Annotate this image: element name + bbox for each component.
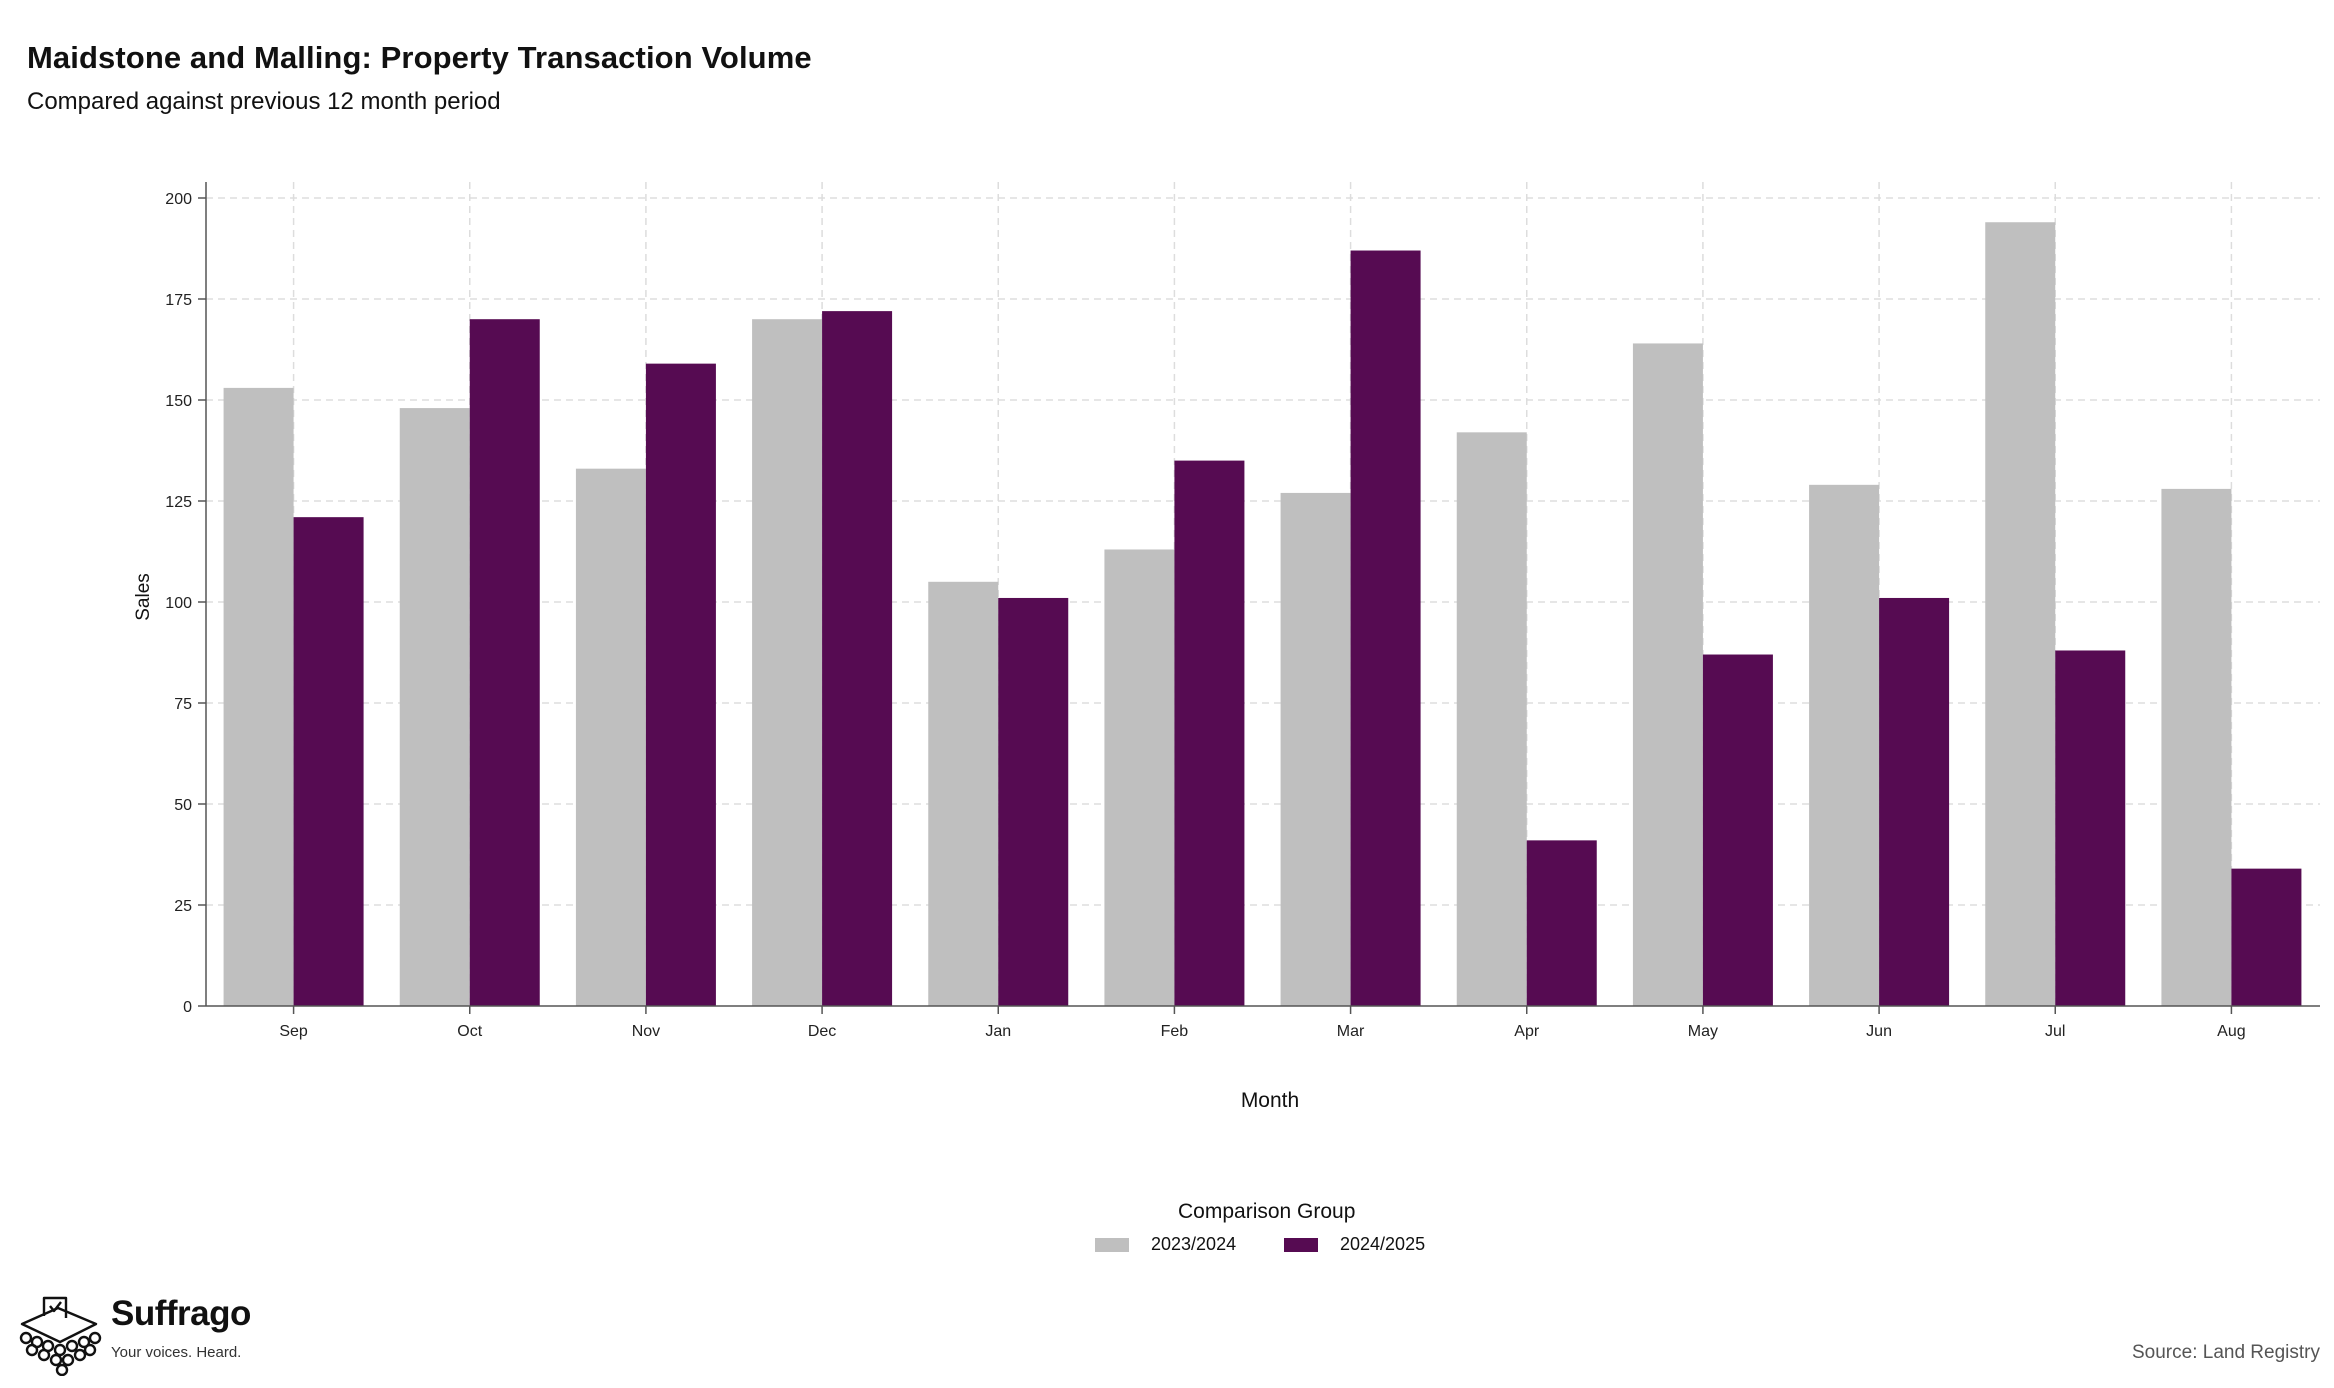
source-note: Source: Land Registry xyxy=(2132,1342,2320,1363)
x-tick-label: Sep xyxy=(279,1023,308,1040)
ballot-box-icon xyxy=(19,1296,102,1376)
x-tick-label: May xyxy=(1688,1023,1718,1040)
bar-2024-2025-oct xyxy=(469,319,540,1006)
y-tick-label: 150 xyxy=(165,393,192,410)
bar-2024-2025-dec xyxy=(822,311,893,1006)
legend-swatch-series-2 xyxy=(1284,1237,1318,1252)
bar-2023-2024-jan xyxy=(928,581,999,1006)
bar-2024-2025-feb xyxy=(1174,460,1245,1007)
bar-2023-2024-feb xyxy=(1104,549,1175,1006)
x-tick-label: Mar xyxy=(1337,1023,1365,1040)
bar-2023-2024-dec xyxy=(752,319,823,1006)
bar-2024-2025-sep xyxy=(293,517,364,1006)
x-tick-label: Oct xyxy=(457,1023,482,1040)
x-tick-label: Nov xyxy=(632,1023,660,1040)
x-tick-label: Apr xyxy=(1514,1023,1540,1040)
bar-2023-2024-oct xyxy=(399,408,470,1007)
bar-2023-2024-nov xyxy=(575,468,646,1006)
bar-2023-2024-mar xyxy=(1280,492,1351,1006)
legend-swatch-series-1 xyxy=(1095,1237,1129,1252)
bar-2024-2025-jul xyxy=(2055,650,2126,1006)
legend-label-series-2: 2024/2025 xyxy=(1340,1234,1426,1254)
brand-name: Suffrago xyxy=(111,1294,251,1333)
y-axis-title: Sales xyxy=(133,573,154,621)
y-tick-label: 75 xyxy=(174,696,192,713)
bar-2023-2024-may xyxy=(1632,343,1703,1006)
bar-2023-2024-apr xyxy=(1456,432,1527,1006)
bar-2023-2024-aug xyxy=(2161,488,2232,1006)
legend-label-series-1: 2023/2024 xyxy=(1151,1234,1237,1254)
x-tick-label: Dec xyxy=(808,1023,836,1040)
x-tick-label: Aug xyxy=(2217,1023,2245,1040)
y-tick-label: 0 xyxy=(183,999,192,1016)
y-tick-label: 25 xyxy=(174,898,192,915)
x-tick-label: Feb xyxy=(1161,1023,1189,1040)
legend-item-series-1: 2023/2024 xyxy=(1095,1234,1236,1255)
y-tick-label: 100 xyxy=(165,595,192,612)
bar-2023-2024-jun xyxy=(1809,484,1880,1007)
bar-2024-2025-jan xyxy=(998,597,1069,1006)
legend-title: Comparison Group xyxy=(1178,1200,1356,1223)
y-tick-label: 50 xyxy=(174,797,192,814)
bar-2023-2024-jul xyxy=(1985,222,2056,1007)
y-tick-label: 125 xyxy=(165,494,192,511)
legend-item-series-2: 2024/2025 xyxy=(1284,1234,1425,1255)
y-tick-label: 175 xyxy=(165,292,192,309)
bar-2024-2025-nov xyxy=(645,363,716,1006)
x-axis-title: Month xyxy=(1241,1089,1299,1112)
x-tick-label: Jan xyxy=(985,1023,1011,1040)
chart-subtitle: Compared against previous 12 month perio… xyxy=(27,88,501,115)
x-tick-label: Jun xyxy=(1866,1023,1892,1040)
bar-2023-2024-sep xyxy=(223,387,294,1006)
bar-2024-2025-apr xyxy=(1526,840,1597,1006)
brand-logo: Suffrago Your voices. Heard. xyxy=(14,1294,274,1376)
bar-chart: 0 25 50 75 100 125 150 175 200 Sep Oct Nov Dec Jan Feb… xyxy=(133,182,2320,1112)
bar-2024-2025-aug xyxy=(2231,868,2302,1006)
bar-2024-2025-jun xyxy=(1879,597,1950,1006)
x-tick-label: Jul xyxy=(2045,1023,2065,1040)
bar-2024-2025-may xyxy=(1702,654,1773,1006)
y-tick-label: 200 xyxy=(165,191,192,208)
brand-tagline: Your voices. Heard. xyxy=(111,1344,242,1361)
bar-2024-2025-mar xyxy=(1350,250,1421,1006)
chart-title: Maidstone and Malling: Property Transact… xyxy=(27,40,812,75)
